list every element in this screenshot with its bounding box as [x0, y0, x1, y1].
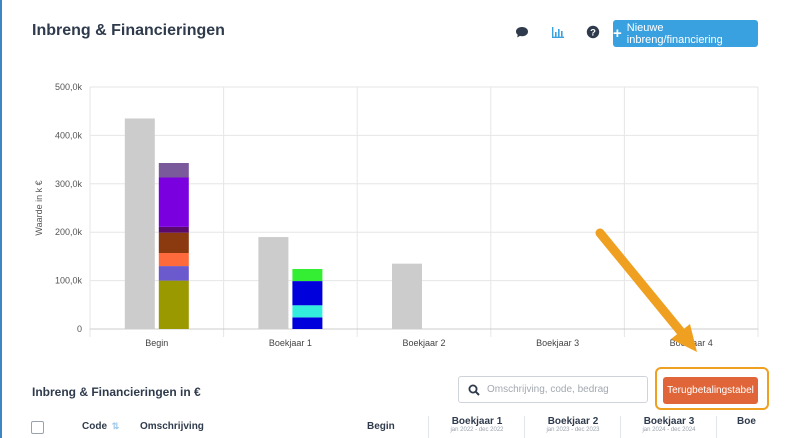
- repayment-table-button[interactable]: Terugbetalingstabel: [663, 377, 758, 404]
- bar-stack-segment: [158, 280, 189, 329]
- y-tick-label: 0: [77, 324, 82, 334]
- new-contribution-button[interactable]: + Nieuwe inbreng/financiering: [613, 20, 758, 47]
- contributions-chart: 0 100,0k 200,0k 300,0k 400,0k 500,0k Begin Boek…: [34, 82, 759, 352]
- svg-text:?: ?: [590, 27, 596, 38]
- search-input[interactable]: [487, 381, 643, 398]
- bar-gray: [258, 237, 289, 329]
- y-tick-label: 500,0k: [55, 82, 83, 92]
- sort-icon[interactable]: ⇅: [111, 421, 120, 431]
- comment-icon[interactable]: [514, 24, 530, 40]
- select-all-checkbox[interactable]: [31, 421, 44, 434]
- column-header-year-3[interactable]: Boekjaar 3 jan 2024 - dec 2024: [620, 416, 717, 438]
- y-tick-label: 100,0k: [55, 276, 83, 286]
- x-tick-label: Begin: [145, 338, 168, 348]
- bar-stack-segment: [292, 268, 323, 282]
- bar-stack-segment: [158, 226, 189, 233]
- arrow-head: [671, 324, 697, 352]
- y-tick-label: 300,0k: [55, 179, 83, 189]
- y-tick-label: 200,0k: [55, 227, 83, 237]
- x-tick-label: Boekjaar 2: [402, 338, 445, 348]
- bar-gray: [392, 263, 422, 329]
- bar-stack-segment: [158, 177, 189, 227]
- bar-stack-segment: [158, 253, 189, 267]
- section-title: Inbreng & Financieringen in €: [32, 385, 201, 399]
- annotation-arrow: [595, 228, 697, 352]
- bar-stack-segment: [292, 281, 323, 306]
- bar-gray: [124, 118, 155, 330]
- x-tick-label: Boekjaar 3: [536, 338, 579, 348]
- search-icon: [468, 383, 480, 401]
- bar-stack-segment: [158, 162, 189, 178]
- bar-stack-segment: [292, 317, 323, 329]
- y-tick-label: 400,0k: [55, 130, 83, 140]
- column-header-year-1[interactable]: Boekjaar 1 jan 2022 - dec 2022: [428, 416, 525, 438]
- search-field[interactable]: [458, 376, 648, 403]
- bar-stack-segment: [292, 305, 323, 318]
- column-header-year-2[interactable]: Boekjaar 2 jan 2023 - dec 2023: [524, 416, 621, 438]
- bar-chart-icon[interactable]: [550, 24, 566, 40]
- table-header: Code ⇅ Omschrijving Begin Boekjaar 1 jan…: [20, 412, 790, 438]
- help-icon[interactable]: ?: [585, 24, 601, 40]
- bar-stack-segment: [158, 232, 189, 254]
- x-tick-label: Boekjaar 1: [269, 338, 312, 348]
- page-title: Inbreng & Financieringen: [32, 22, 225, 39]
- plus-icon: +: [613, 25, 622, 42]
- column-header-description[interactable]: Omschrijving: [140, 421, 204, 432]
- bar-stack-segment: [158, 266, 189, 281]
- y-axis-label: Waarde in k €: [34, 180, 44, 235]
- arrow-shaft: [595, 228, 691, 343]
- column-header-begin[interactable]: Begin: [367, 421, 395, 432]
- highlight-frame: [655, 367, 769, 410]
- new-contribution-label: Nieuwe inbreng/financiering: [626, 21, 723, 46]
- left-accent-rule: [0, 0, 2, 438]
- column-header-code[interactable]: Code ⇅: [82, 421, 120, 432]
- column-header-year-4[interactable]: Boe: [716, 416, 790, 438]
